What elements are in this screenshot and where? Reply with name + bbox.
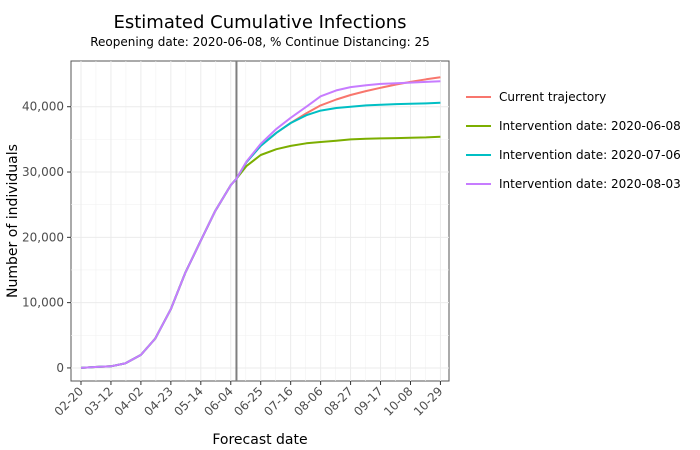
y-axis-title: Number of individuals — [5, 144, 21, 298]
chart-title: Estimated Cumulative Infections — [114, 12, 407, 33]
y-axis-ticks: 0 10,000 20,000 30,000 40,000 — [22, 100, 71, 375]
y-tick-label: 0 — [56, 361, 64, 375]
y-tick-label: 10,000 — [22, 296, 64, 310]
x-tick-label: 10-29 — [411, 384, 446, 419]
x-tick-label: 04-23 — [141, 384, 176, 419]
x-tick-label: 07-16 — [261, 384, 296, 419]
legend-label: Intervention date: 2020-07-06 — [499, 148, 681, 162]
panel-background — [70, 60, 450, 382]
series-line — [80, 80, 441, 369]
x-tick-label: 06-04 — [201, 384, 236, 419]
x-tick-label: 03-12 — [81, 384, 116, 419]
y-tick-label: 30,000 — [22, 165, 64, 179]
x-tick-label: 02-20 — [52, 384, 87, 419]
legend: Current trajectory Intervention date: 202… — [466, 90, 681, 191]
y-tick-label: 40,000 — [22, 100, 64, 114]
chart-subtitle: Reopening date: 2020-06-08, % Continue D… — [90, 35, 430, 49]
legend-label: Intervention date: 2020-06-08 — [499, 119, 681, 133]
x-tick-label: 05-14 — [171, 384, 206, 419]
legend-label: Intervention date: 2020-08-03 — [499, 177, 681, 191]
x-axis-ticks: 02-2003-1204-0204-2305-1406-0406-2507-16… — [52, 381, 446, 419]
x-tick-label: 09-17 — [351, 384, 386, 419]
series-lines — [80, 76, 441, 369]
legend-label: Current trajectory — [499, 90, 606, 104]
x-tick-label: 10-08 — [381, 384, 416, 419]
x-tick-label: 04-02 — [111, 384, 146, 419]
x-tick-label: 08-06 — [291, 384, 326, 419]
x-tick-label: 06-25 — [231, 384, 266, 419]
x-axis-title: Forecast date — [212, 432, 307, 448]
grid-lines — [71, 61, 449, 381]
x-tick-label: 08-27 — [321, 384, 356, 419]
plot-panel — [70, 60, 450, 382]
y-tick-label: 20,000 — [22, 230, 64, 244]
